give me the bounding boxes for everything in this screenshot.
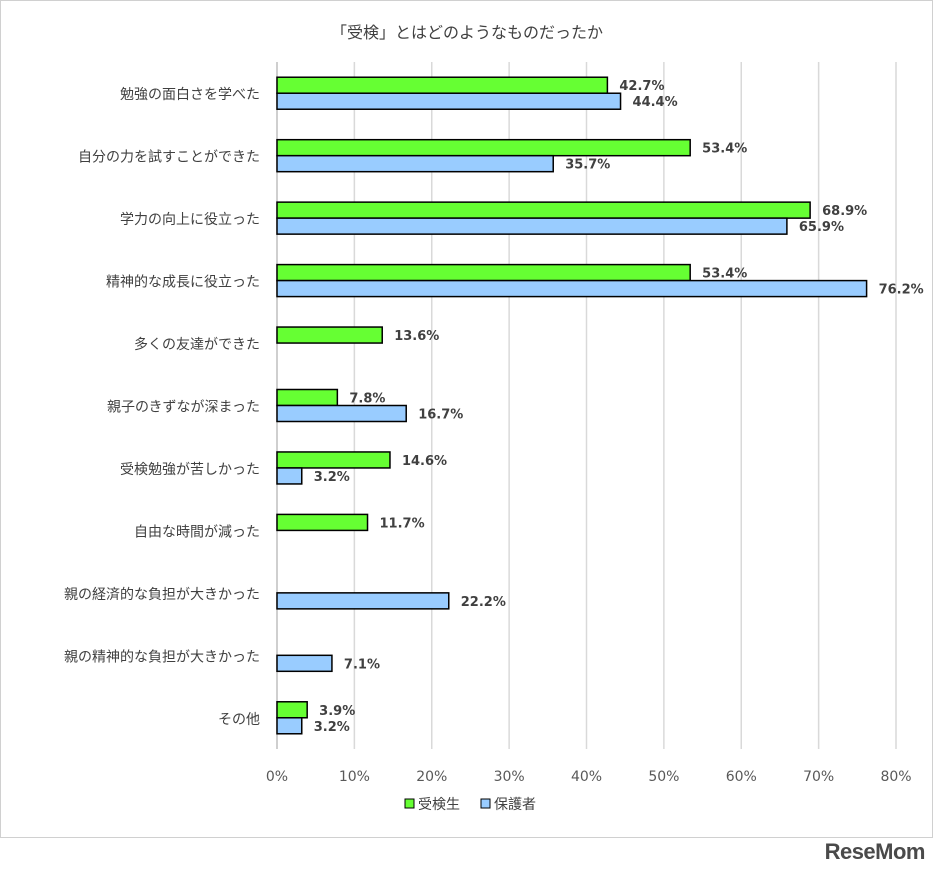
bar-parents	[276, 467, 303, 485]
data-label: 65.9%	[799, 220, 844, 235]
data-label: 68.9%	[822, 204, 867, 219]
bars: 42.7% 53.4% 68.9% 53.4% 13.6% 7.8% 14.6% 11.7% 3…	[276, 76, 924, 735]
bar-students	[276, 388, 339, 407]
category-label: 学力の向上に役立った	[120, 212, 260, 228]
data-label: 3.2%	[314, 470, 350, 485]
category-label: 受検勉強が苦しかった	[120, 462, 260, 478]
data-label: 53.4%	[702, 267, 747, 282]
data-label: 13.6%	[394, 329, 439, 344]
x-tick-label: 0%	[266, 769, 288, 785]
bar-students	[276, 76, 609, 94]
bar-parents	[276, 92, 622, 110]
legend-label: 受検生	[418, 797, 460, 813]
data-label: 7.8%	[349, 392, 385, 407]
data-label: 3.9%	[319, 704, 355, 719]
data-label: 22.2%	[461, 595, 506, 610]
data-label: 11.7%	[380, 516, 425, 531]
legend-swatch	[480, 798, 491, 809]
bar-students	[276, 201, 811, 219]
gridlines	[276, 62, 897, 749]
x-tick-label: 50%	[648, 769, 679, 785]
data-label: 7.1%	[344, 657, 380, 672]
data-label: 53.4%	[702, 142, 747, 157]
data-label: 35.7%	[565, 158, 610, 173]
data-label: 16.7%	[418, 408, 463, 423]
bar-students	[276, 138, 691, 157]
bar-students	[276, 513, 369, 532]
bar-parents	[276, 654, 333, 673]
category-label: 自分の力を試すことができた	[78, 150, 260, 166]
bar-students	[276, 451, 391, 469]
data-label: 42.7%	[619, 79, 664, 94]
x-tick-label: 70%	[803, 769, 834, 785]
category-label: 親の精神的な負担が大きかった	[64, 649, 260, 665]
bar-parents	[276, 592, 450, 610]
category-label: 多くの友達ができた	[134, 336, 260, 353]
category-labels: 勉強の面白さを学べた自分の力を試すことができた学力の向上に役立った精神的な成長に…	[64, 87, 260, 728]
x-axis-ticks: 0% 10% 20% 30% 40% 50% 60% 70% 80%	[266, 769, 912, 785]
x-tick-label: 60%	[726, 769, 757, 785]
bar-parents	[276, 217, 788, 235]
category-label: 自由な時間が減った	[134, 523, 260, 540]
brand-logo: ReseMom	[824, 839, 926, 864]
category-label: 親子のきずなが深まった	[107, 400, 260, 416]
bar-students	[276, 263, 691, 282]
chart-title: 「受検」とはどのようなものだったか	[331, 23, 603, 42]
data-label: 14.6%	[402, 454, 447, 469]
data-label: 76.2%	[879, 283, 924, 298]
data-label: 44.4%	[633, 95, 678, 110]
bar-students	[276, 701, 308, 719]
bar-parents	[276, 404, 407, 423]
legend: 受検生 保護者	[404, 797, 536, 813]
x-tick-label: 80%	[880, 769, 911, 785]
x-tick-label: 10%	[339, 769, 370, 785]
bar-parents	[276, 717, 303, 735]
x-tick-label: 30%	[494, 769, 525, 785]
category-label: 親の経済的な負担が大きかった	[64, 587, 260, 603]
legend-swatch	[404, 798, 415, 809]
bar-parents	[276, 279, 868, 298]
x-tick-label: 20%	[416, 769, 447, 785]
category-label: 勉強の面白さを学べた	[120, 87, 260, 103]
bar-students	[276, 326, 383, 344]
category-label: その他	[218, 712, 260, 728]
legend-label: 保護者	[494, 797, 536, 813]
bar-parents	[276, 154, 554, 173]
x-tick-label: 40%	[571, 769, 602, 785]
data-label: 3.2%	[314, 720, 350, 735]
category-label: 精神的な成長に役立った	[106, 275, 260, 291]
